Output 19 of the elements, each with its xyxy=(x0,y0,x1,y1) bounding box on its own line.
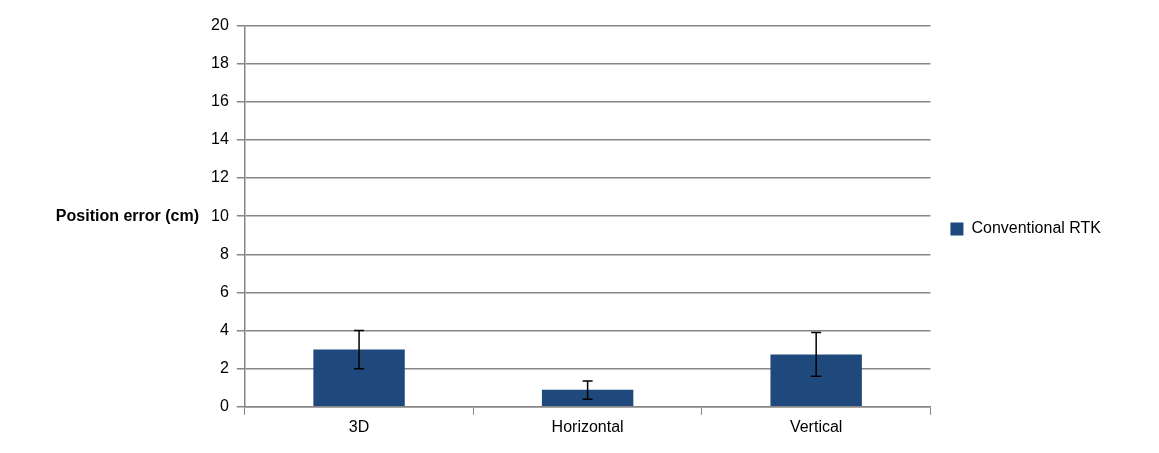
bar xyxy=(541,389,634,407)
y-tick-label: 0 xyxy=(219,397,229,415)
legend-label: Conventional RTK xyxy=(971,219,1102,237)
y-tick-label: 14 xyxy=(211,130,229,148)
y-tick-label: 12 xyxy=(211,168,229,186)
y-tick-label: 20 xyxy=(211,16,229,34)
y-tick-label: 6 xyxy=(219,282,229,300)
x-tick-label: Vertical xyxy=(789,417,843,435)
y-tick-label: 18 xyxy=(211,54,229,72)
y-tick-label: 16 xyxy=(211,92,229,110)
x-tick-label: Horizontal xyxy=(551,417,624,435)
y-tick-label: 10 xyxy=(211,206,229,224)
y-tick-label: 8 xyxy=(219,244,229,262)
y-axis-title: Position error (cm) xyxy=(55,206,199,224)
x-tick-label: 3D xyxy=(348,417,370,435)
bar xyxy=(313,349,405,407)
bar xyxy=(770,354,862,407)
y-tick-label: 2 xyxy=(219,359,229,377)
y-tick-label: 4 xyxy=(219,320,229,338)
